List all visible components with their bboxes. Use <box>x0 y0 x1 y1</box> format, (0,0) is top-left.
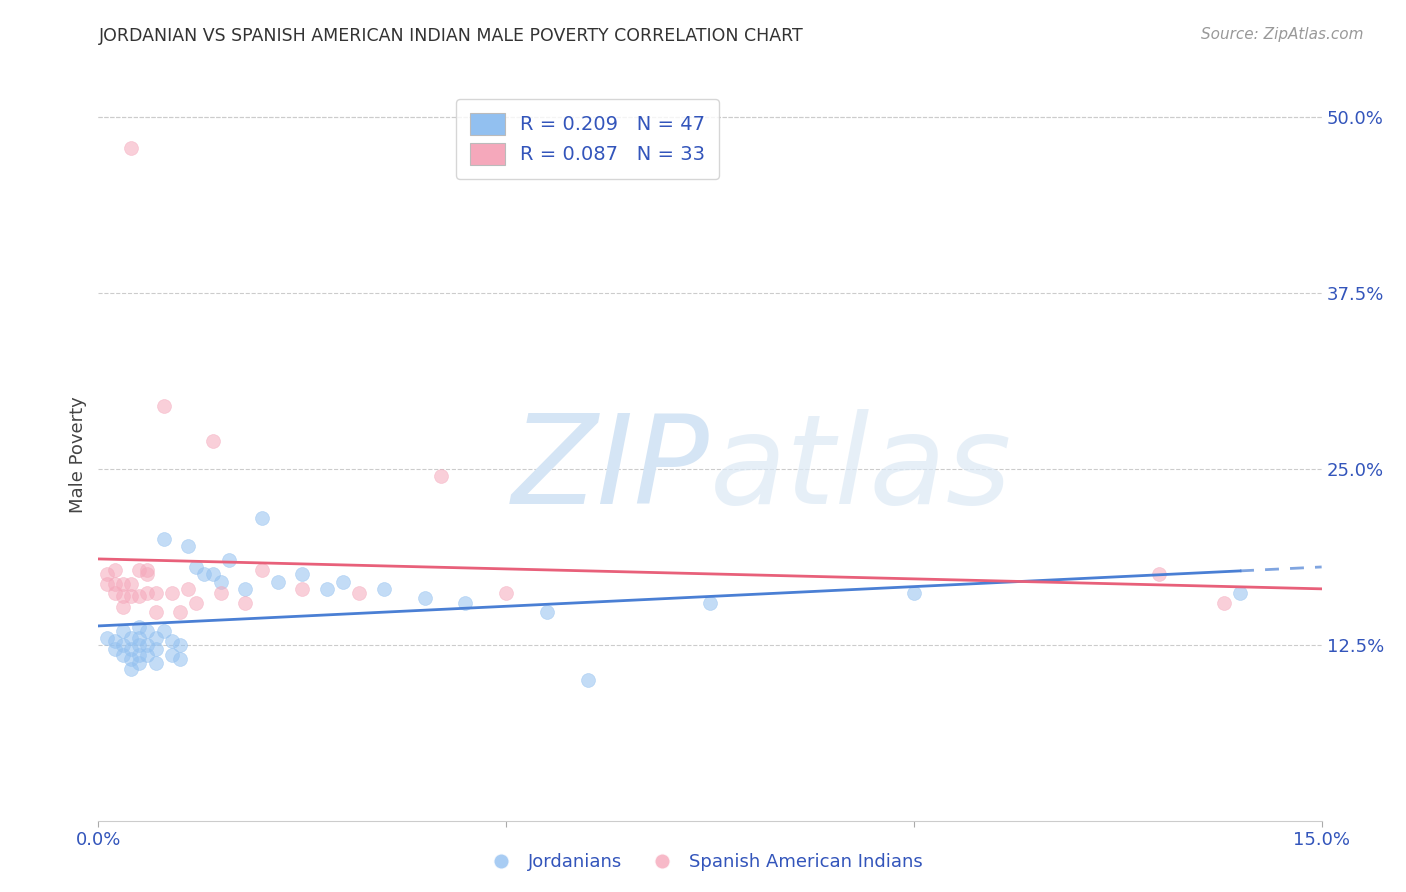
Point <box>136 567 159 582</box>
Point <box>186 596 208 610</box>
Point <box>218 553 240 567</box>
Point <box>104 633 127 648</box>
Point <box>201 434 224 448</box>
Point <box>145 642 167 657</box>
Point <box>136 586 159 600</box>
Point <box>136 648 159 662</box>
Point <box>209 586 232 600</box>
Point <box>128 631 150 645</box>
Point <box>209 574 232 589</box>
Point <box>104 642 127 657</box>
Point <box>495 586 517 600</box>
Point <box>145 606 167 620</box>
Point <box>136 638 159 652</box>
Point <box>104 577 127 591</box>
Point <box>120 631 142 645</box>
Point <box>111 638 134 652</box>
Point <box>233 596 256 610</box>
Y-axis label: Male Poverty: Male Poverty <box>69 397 87 513</box>
Point <box>576 673 599 687</box>
Text: atlas: atlas <box>710 409 1012 530</box>
Point <box>145 656 167 670</box>
Point <box>145 631 167 645</box>
Point <box>349 586 371 600</box>
Point <box>160 586 183 600</box>
Point <box>111 577 134 591</box>
Legend: Jordanians, Spanish American Indians: Jordanians, Spanish American Indians <box>475 847 931 879</box>
Point <box>250 511 273 525</box>
Point <box>136 624 159 638</box>
Point <box>120 577 142 591</box>
Legend: R = 0.209   N = 47, R = 0.087   N = 33: R = 0.209 N = 47, R = 0.087 N = 33 <box>457 99 718 178</box>
Point <box>291 582 314 596</box>
Point <box>177 582 200 596</box>
Point <box>201 567 224 582</box>
Point <box>169 652 191 666</box>
Point <box>111 589 134 603</box>
Point <box>152 624 174 638</box>
Point <box>128 563 150 577</box>
Point <box>267 574 290 589</box>
Point <box>193 567 215 582</box>
Point <box>128 648 150 662</box>
Point <box>430 469 453 483</box>
Point <box>120 141 142 155</box>
Point <box>160 633 183 648</box>
Point <box>120 642 142 657</box>
Point <box>111 599 134 614</box>
Point <box>233 582 256 596</box>
Point <box>699 596 721 610</box>
Point <box>1147 567 1170 582</box>
Point <box>332 574 354 589</box>
Text: Source: ZipAtlas.com: Source: ZipAtlas.com <box>1201 27 1364 42</box>
Point <box>120 662 142 676</box>
Point <box>413 591 436 606</box>
Point <box>96 631 118 645</box>
Point <box>160 648 183 662</box>
Point <box>111 624 134 638</box>
Point <box>111 648 134 662</box>
Point <box>454 596 477 610</box>
Point <box>128 619 150 633</box>
Point <box>169 606 191 620</box>
Point <box>250 563 273 577</box>
Point <box>169 638 191 652</box>
Point <box>1229 586 1251 600</box>
Point <box>128 589 150 603</box>
Point <box>186 560 208 574</box>
Point <box>128 656 150 670</box>
Point <box>536 606 558 620</box>
Text: ZIP: ZIP <box>512 409 710 530</box>
Point <box>104 586 127 600</box>
Point <box>96 567 118 582</box>
Point <box>903 586 925 600</box>
Point <box>373 582 395 596</box>
Point <box>120 652 142 666</box>
Point <box>1212 596 1234 610</box>
Text: JORDANIAN VS SPANISH AMERICAN INDIAN MALE POVERTY CORRELATION CHART: JORDANIAN VS SPANISH AMERICAN INDIAN MAL… <box>98 27 803 45</box>
Point <box>152 399 174 413</box>
Point <box>145 586 167 600</box>
Point <box>152 533 174 547</box>
Point <box>291 567 314 582</box>
Point <box>120 589 142 603</box>
Point <box>136 563 159 577</box>
Point <box>96 577 118 591</box>
Point <box>315 582 337 596</box>
Point <box>177 539 200 553</box>
Point <box>128 638 150 652</box>
Point <box>104 563 127 577</box>
